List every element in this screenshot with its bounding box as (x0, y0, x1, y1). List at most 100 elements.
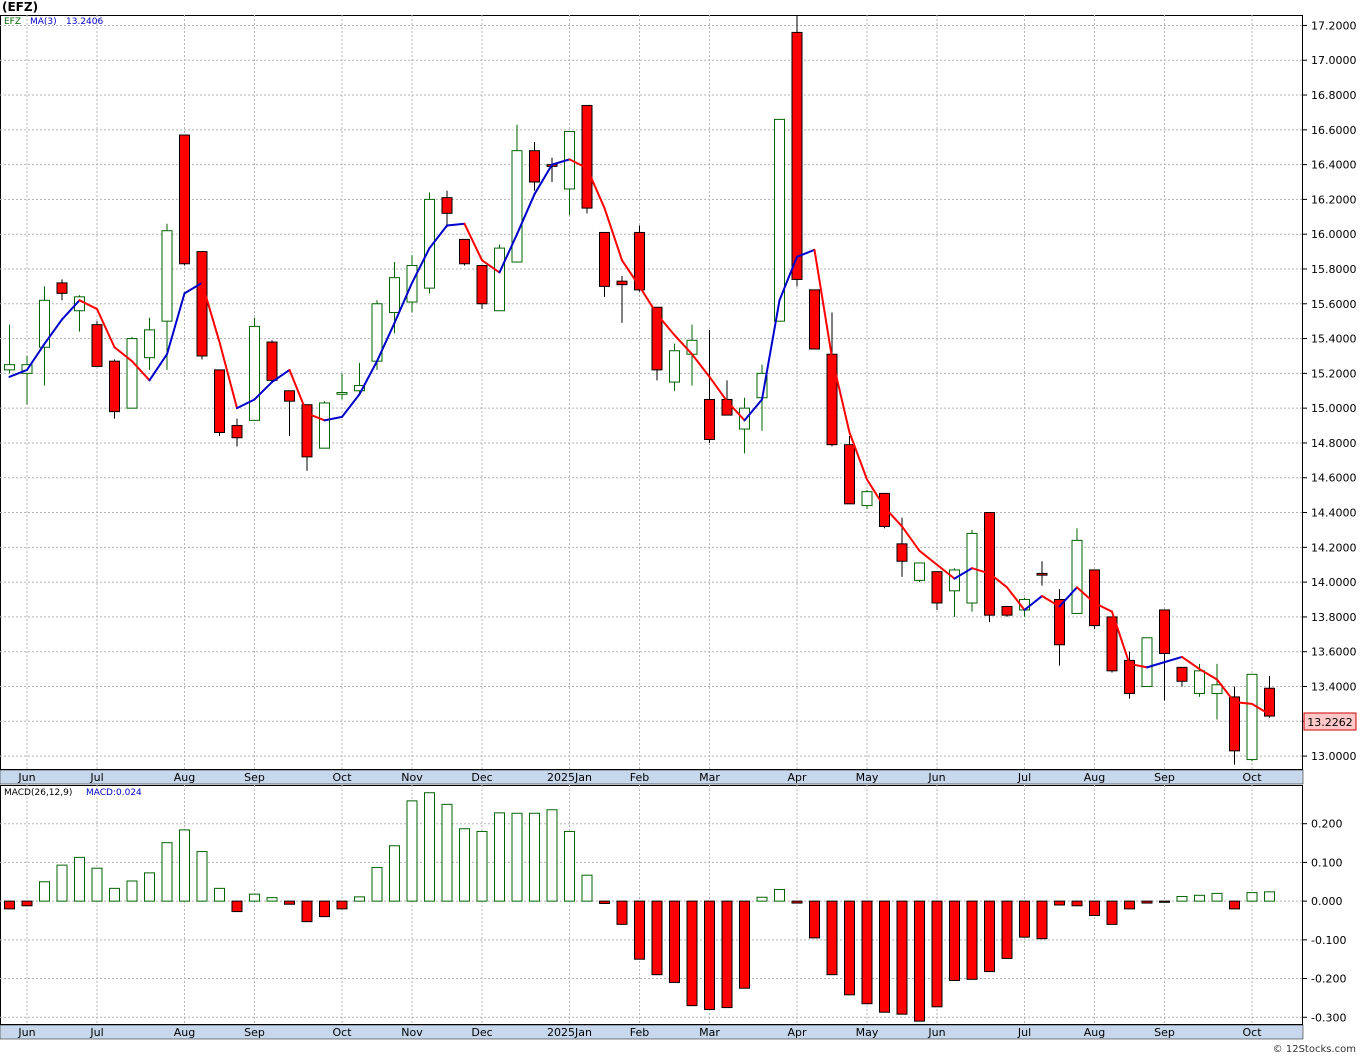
x-tick-label: Sep (1154, 1026, 1175, 1039)
candle-body (879, 492, 890, 527)
ma-segment (1233, 701, 1253, 705)
macd-bar (809, 900, 820, 939)
macd-bar (844, 900, 855, 996)
ma-segment (656, 313, 676, 337)
ma-segment (131, 360, 151, 382)
ma-segment (411, 247, 431, 284)
x-tick-label: Dec (471, 1026, 492, 1039)
ma-segment (183, 281, 203, 295)
macd-bar (459, 828, 470, 902)
ma-segment (988, 572, 1008, 589)
macd-bar (494, 812, 505, 902)
last-price-tag: 13.2262 (1303, 712, 1357, 731)
ma-segment (1006, 586, 1026, 611)
candle-body (336, 392, 348, 395)
ma-segment (43, 318, 63, 345)
price-y-tick-label: 16.4000 (1311, 159, 1357, 172)
ma-segment (288, 368, 308, 415)
legend-ma-value: 13.2406 (66, 17, 103, 27)
price-y-tick-label: 13.6000 (1311, 646, 1357, 659)
ma-segment (971, 567, 991, 575)
price-y-tick-label: 14.0000 (1311, 576, 1357, 589)
ma-segment (1111, 610, 1131, 665)
ma-segment (446, 222, 466, 227)
price-y-tick-label: 17.2000 (1311, 19, 1357, 32)
price-candles (4, 15, 1275, 765)
macd-bar (39, 881, 50, 902)
ma-segment (96, 307, 116, 349)
x-tick-label: May (856, 1026, 879, 1039)
candle-body (214, 369, 225, 434)
macd-bar (1001, 900, 1013, 959)
ma-segment (901, 525, 921, 552)
macd-bar (91, 867, 103, 902)
x-tick-label: Mar (699, 1026, 720, 1039)
candle-body (319, 402, 330, 449)
candle-body (1194, 670, 1205, 694)
macd-bar (1176, 895, 1188, 902)
x-tick-label: Nov (401, 771, 423, 784)
price-y-tick-label: 16.8000 (1311, 89, 1357, 102)
candle-body (704, 398, 715, 440)
candle-body (1054, 599, 1065, 646)
candle-body (1141, 637, 1153, 687)
candle-body (1089, 569, 1100, 627)
price-y-tick-label: 16.6000 (1311, 124, 1357, 137)
macd-bar (966, 900, 978, 980)
ma-segment (323, 415, 343, 422)
ma-segment (306, 412, 326, 422)
candle-body (389, 277, 400, 313)
ma-segment (533, 163, 553, 196)
ma-segment (743, 398, 763, 422)
candle-body (599, 231, 610, 287)
x-tick-label: 2025Jan (547, 1026, 592, 1039)
candle-body (896, 543, 908, 562)
macd-bar (336, 900, 348, 910)
legend-ma-label: MA(3) (30, 17, 57, 27)
ma-segment (568, 158, 588, 170)
ma-segment (1216, 678, 1236, 704)
macd-bar (389, 845, 400, 902)
candle-body (1001, 605, 1013, 616)
macd-bar (74, 856, 85, 902)
candle-body (91, 324, 103, 367)
candle-body (284, 390, 295, 402)
ma-segment (341, 393, 361, 418)
candle-body (1071, 539, 1083, 614)
price-y-tick-label: 15.8000 (1311, 263, 1357, 276)
macd-y-axis: 0.200 0.100 0.000 -0.100 -0.200 -0.300 (1303, 818, 1346, 1024)
candle-body (109, 360, 120, 413)
macd-y-tick-label: -0.200 (1311, 973, 1346, 986)
macd-panel: 0.200 0.100 0.000 -0.100 -0.200 -0.300 MACD(2… (0, 785, 1346, 1025)
candle-body (4, 364, 15, 371)
price-y-tick-label: 14.4000 (1311, 507, 1357, 520)
candle-body (1211, 684, 1223, 694)
candle-body (231, 425, 243, 439)
ma-segment (638, 285, 658, 316)
macd-bar (21, 900, 33, 907)
price-y-tick-label: 15.2000 (1311, 367, 1357, 380)
macd-y-tick-label: -0.100 (1311, 934, 1346, 947)
ma-segment (376, 321, 396, 363)
price-y-tick-label: 14.2000 (1311, 541, 1357, 554)
x-tick-label: Aug (1084, 1026, 1105, 1039)
macd-bar (949, 900, 960, 981)
x-tick-label: Feb (630, 771, 649, 784)
candle-body (144, 329, 155, 359)
macd-bar (4, 900, 15, 910)
ma-segment (1146, 661, 1166, 669)
macd-bar (109, 887, 120, 902)
macd-bar (739, 900, 750, 989)
x-tick-label: Jul (1017, 1026, 1031, 1039)
macd-bar (1019, 900, 1030, 938)
macd-bar (354, 896, 365, 902)
candle-body (459, 238, 470, 265)
price-y-tick-label: 13.8000 (1311, 611, 1357, 624)
macd-bar (896, 900, 908, 1015)
ma-segment (26, 342, 46, 371)
candle-body (616, 280, 628, 286)
x-tick-label: May (856, 771, 879, 784)
moving-average-line (8, 158, 1271, 716)
candle-body (739, 407, 750, 430)
